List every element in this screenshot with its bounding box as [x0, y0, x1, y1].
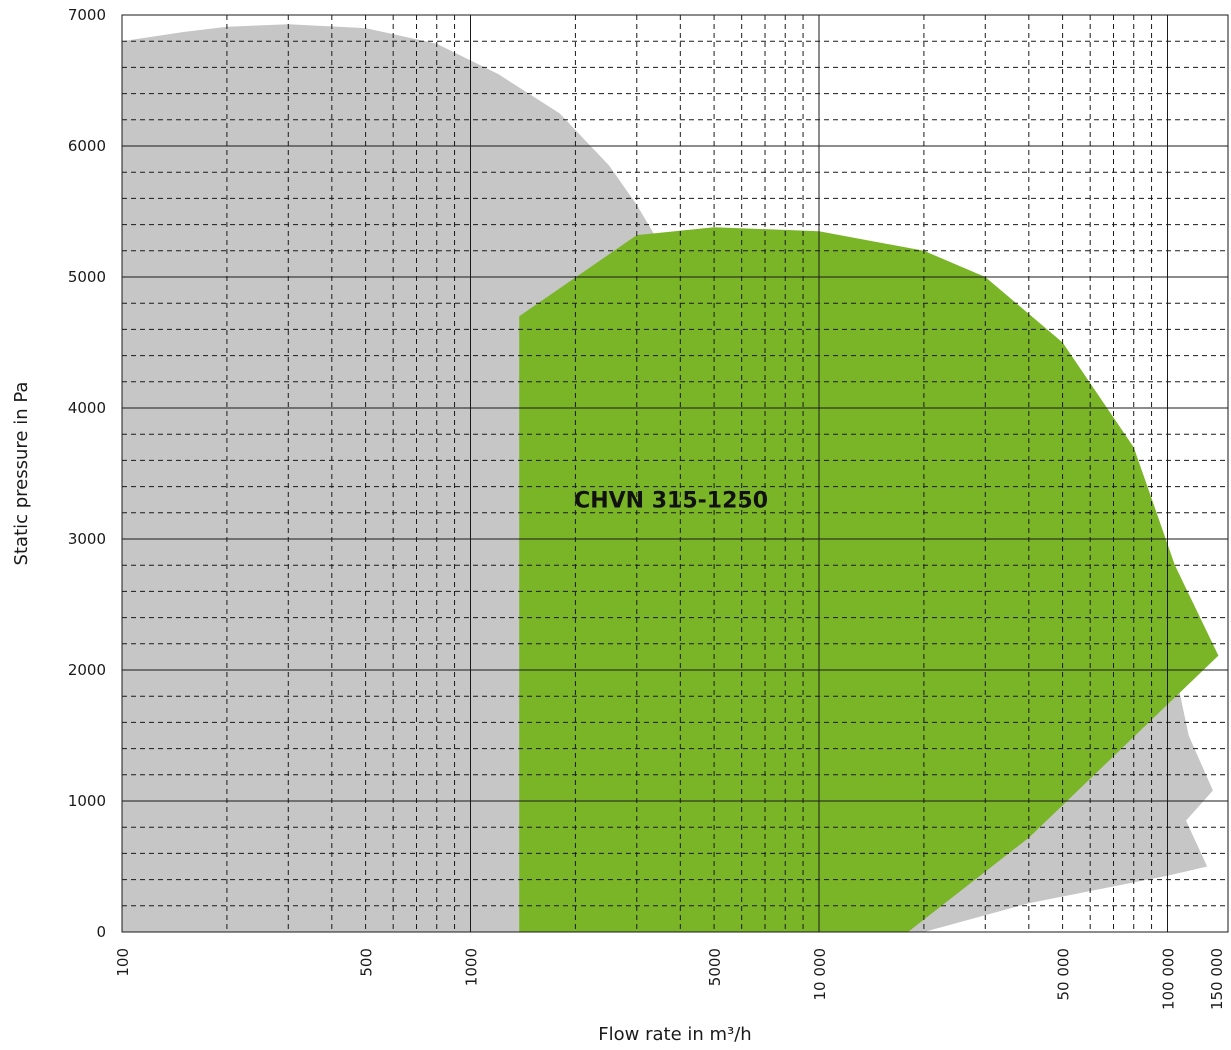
fan-range-area-green	[519, 227, 1219, 932]
x-tick-label: 5000	[706, 948, 724, 986]
x-axis-tick-labels: 100 500 1000 5000 10 000 50 000 100 000 150 000	[114, 948, 1226, 1010]
y-tick-label: 4000	[68, 399, 106, 417]
y-tick-label: 0	[96, 923, 106, 941]
x-tick-label: 1000	[463, 948, 481, 986]
x-tick-label: 100 000	[1160, 948, 1178, 1010]
y-tick-label: 5000	[68, 268, 106, 286]
y-tick-label: 1000	[68, 792, 106, 810]
data-areas	[122, 24, 1219, 932]
plot-frame	[121, 14, 1229, 933]
y-axis-tick-labels: 0 1000 2000 3000 4000 5000 6000 7000	[68, 6, 106, 941]
y-axis-title: Static pressure in Pa	[11, 382, 32, 566]
series-label: CHVN 315-1250	[574, 489, 768, 514]
x-tick-label: 10 000	[811, 948, 829, 1001]
x-tick-label: 500	[358, 948, 376, 977]
y-tick-label: 6000	[68, 137, 106, 155]
x-tick-label: 100	[114, 948, 132, 977]
y-tick-label: 2000	[68, 661, 106, 679]
x-tick-label: 150 000	[1208, 948, 1226, 1010]
grid-lines	[122, 15, 1228, 932]
x-tick-label: 50 000	[1055, 948, 1073, 1001]
y-tick-label: 7000	[68, 6, 106, 24]
x-axis-title: Flow rate in m³/h	[598, 1024, 751, 1045]
y-tick-label: 3000	[68, 530, 106, 548]
